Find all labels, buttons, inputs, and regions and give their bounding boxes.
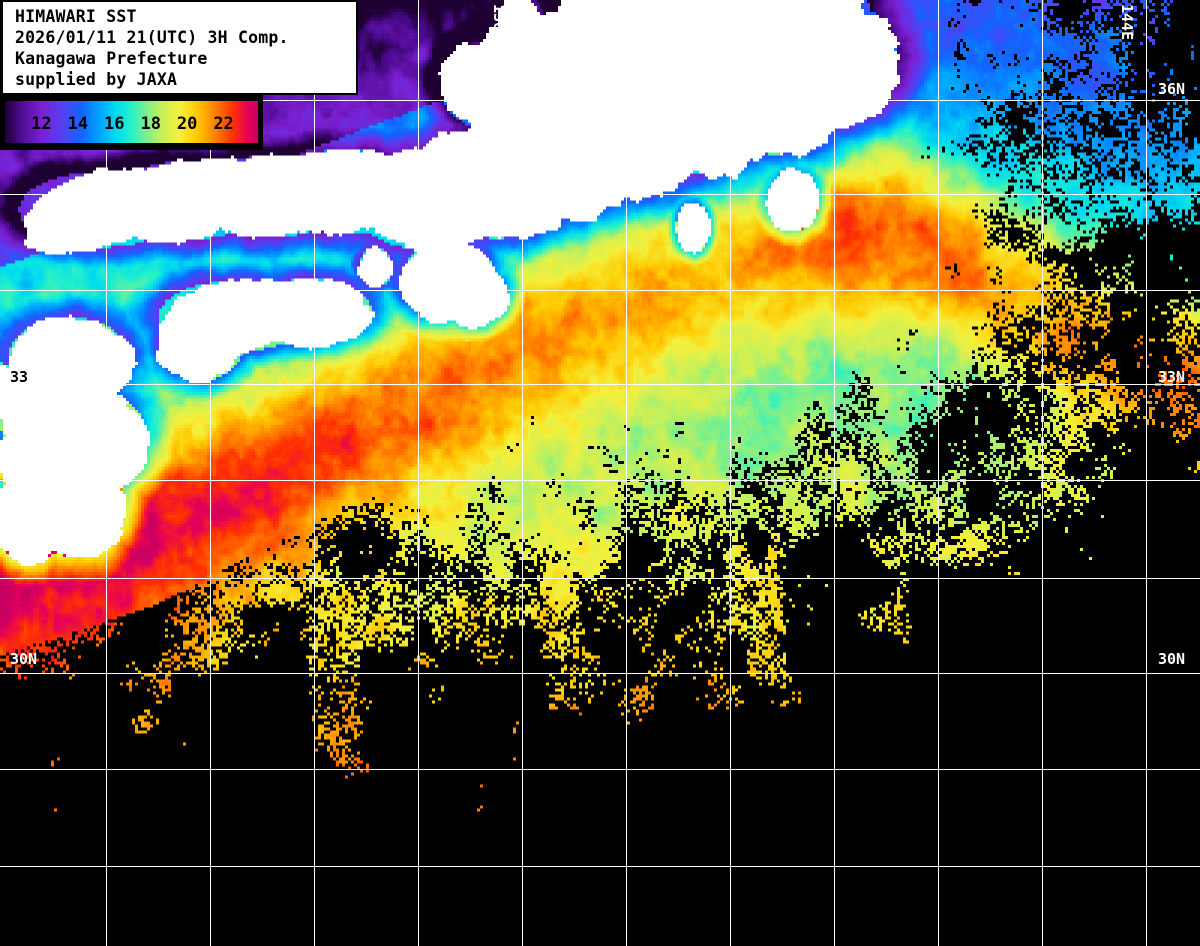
grid-line-parallel <box>0 290 1200 291</box>
latitude-label-left-33: 33 <box>10 368 29 386</box>
latitude-label-right-30N: 30N <box>1158 650 1186 668</box>
colorbar-tick-12: 12 <box>31 114 52 134</box>
colorbar-tick-22: 22 <box>213 114 234 134</box>
grid-line-parallel <box>0 100 1200 101</box>
grid-line-meridian <box>418 0 419 946</box>
grid-line-meridian <box>626 0 627 946</box>
title-line-timestamp: 2026/01/11 21(UTC) 3H Comp. <box>15 28 289 47</box>
grid-line-meridian <box>1042 0 1043 946</box>
colorbar-tick-20: 20 <box>176 114 198 134</box>
title-line-sensor: HIMAWARI SST <box>15 7 137 26</box>
grid-line-meridian <box>1146 0 1147 946</box>
grid-line-parallel <box>0 866 1200 867</box>
title-line-provider: supplied by JAXA <box>15 70 178 89</box>
colorbar-gradient: 12 14 16 18 20 22 <box>4 100 259 144</box>
latitude-label-right-36N: 36N <box>1158 80 1186 98</box>
grid-line-meridian <box>314 0 315 946</box>
grid-line-meridian <box>522 0 523 946</box>
latitude-label-right-33N: 33N <box>1158 368 1186 386</box>
grid-line-meridian <box>106 0 107 946</box>
grid-line-parallel <box>0 769 1200 770</box>
colorbar-legend: 12 14 16 18 20 22 <box>0 95 263 150</box>
longitude-label-144E: 144E <box>1118 4 1136 41</box>
title-box: HIMAWARI SST 2026/01/11 21(UTC) 3H Comp.… <box>0 0 358 95</box>
colorbar-tick-16: 16 <box>104 114 125 134</box>
latitude-label-left-30N: 30N <box>10 650 38 668</box>
colorbar-tick-14: 14 <box>67 114 89 134</box>
grid-line-parallel <box>0 384 1200 385</box>
colorbar-tick-18: 18 <box>140 114 161 134</box>
grid-line-meridian <box>730 0 731 946</box>
grid-line-meridian <box>938 0 939 946</box>
colorbar-tick-labels: 12 14 16 18 20 22 <box>5 101 260 145</box>
title-line-region: Kanagawa Prefecture <box>15 49 208 68</box>
grid-line-parallel <box>0 480 1200 481</box>
grid-line-meridian <box>834 0 835 946</box>
grid-line-parallel <box>0 578 1200 579</box>
grid-line-meridian <box>210 0 211 946</box>
grid-line-parallel <box>0 673 1200 674</box>
grid-line-parallel <box>0 194 1200 195</box>
longitude-label-136E: 136E <box>490 4 508 41</box>
